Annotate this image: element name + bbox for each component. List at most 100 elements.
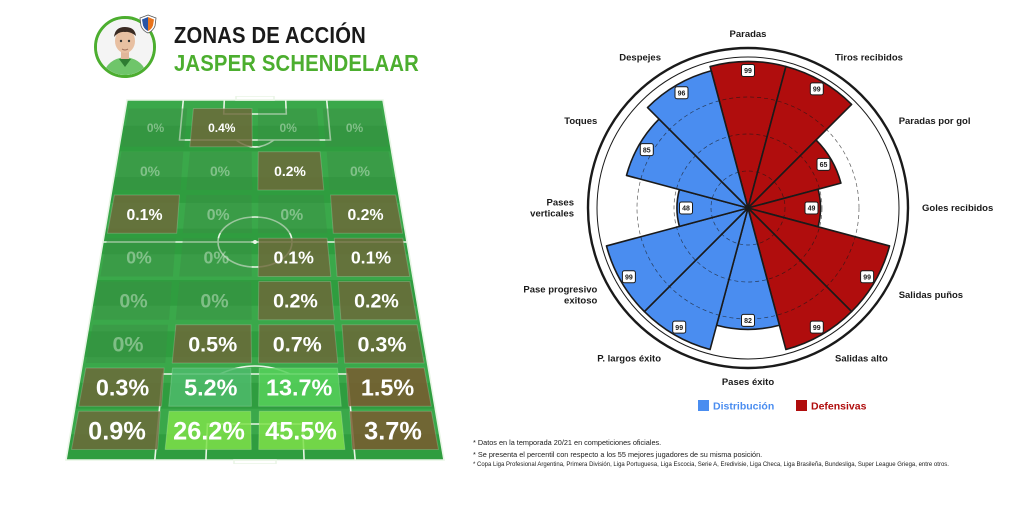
- zone-value-label: 0.1%: [351, 248, 392, 268]
- top-goal: [235, 96, 275, 101]
- zone-cell: [258, 195, 328, 234]
- zone-cell: [164, 410, 252, 450]
- zone-cell: [333, 237, 411, 277]
- percentile-badge: [672, 320, 687, 334]
- page-title: ZONAS DE ACCIÓN: [174, 22, 366, 48]
- zone-cell: [78, 367, 165, 407]
- zone-cell: [100, 238, 176, 277]
- zone-cell: [168, 367, 252, 407]
- top-goal-area: [222, 99, 288, 115]
- zone-cell: [349, 410, 439, 450]
- percentile-value: 82: [744, 318, 752, 325]
- percentile-badge: [804, 201, 819, 215]
- zone-cell: [258, 324, 339, 364]
- zone-cell: [257, 108, 321, 147]
- percentile-value: 99: [744, 68, 752, 75]
- zone-cell: [257, 151, 325, 191]
- zone-value-label: 0%: [112, 333, 143, 357]
- player-name: JASPER SCHENDELAAR: [174, 50, 419, 76]
- radar-bar: [747, 139, 842, 209]
- zone-cell: [258, 367, 342, 407]
- zone-cell: [189, 108, 253, 148]
- zone-cell: [258, 410, 346, 450]
- category-label: Tiros recibidos: [835, 52, 903, 63]
- header: ZONAS DE ACCIÓN JASPER SCHENDELAAR: [94, 14, 474, 86]
- pitch-stripe: [79, 357, 431, 383]
- pitch-stripe: [70, 408, 440, 435]
- category-label: Pase progresivo exitoso: [523, 285, 597, 307]
- zone-value-label: 0%: [210, 163, 230, 179]
- legend-label: Distribución: [713, 401, 774, 413]
- zone-value-label: 5.2%: [184, 375, 238, 401]
- zone-value-label: 0.2%: [273, 291, 318, 313]
- percentile-badge: [816, 157, 831, 171]
- percentile-value: 99: [813, 325, 821, 332]
- radar-bar: [646, 69, 749, 209]
- category-label: P. largos éxito: [597, 354, 661, 365]
- zone-value-label: 0%: [200, 291, 228, 313]
- zone-value-label: 0.9%: [88, 418, 146, 446]
- zone-value-label: 0.7%: [273, 333, 322, 357]
- zone-cell: [182, 195, 252, 234]
- zone-value-label: 0%: [207, 207, 230, 224]
- zone-value-label: 0%: [280, 207, 303, 224]
- zone-cell: [330, 194, 404, 234]
- zone-value-label: 1.5%: [361, 375, 415, 401]
- percentile-badge: [809, 320, 824, 334]
- radar-bar: [747, 207, 853, 351]
- zone-value-label: 0%: [280, 121, 298, 135]
- zone-value-label: 0.2%: [274, 163, 306, 179]
- zone-value-label: 45.5%: [265, 418, 337, 446]
- zone-value-label: 0%: [147, 121, 165, 135]
- zone-value-label: 0.2%: [354, 291, 399, 313]
- zone-cell: [179, 238, 252, 277]
- zone-cell: [341, 324, 425, 364]
- legend-swatch: [698, 400, 709, 411]
- legend-label: Defensivas: [811, 401, 867, 413]
- percentile-badge: [809, 82, 824, 96]
- zone-cell: [171, 324, 252, 364]
- zone-value-label: 0.1%: [126, 207, 162, 224]
- percentile-value: 48: [682, 206, 690, 213]
- zone-value-label: 3.7%: [364, 418, 422, 446]
- zone-value-label: 0.1%: [274, 248, 315, 268]
- percentile-value: 49: [808, 206, 816, 213]
- radar-bar: [605, 207, 749, 313]
- zone-value-label: 0%: [350, 163, 370, 179]
- zone-cell: [326, 151, 396, 190]
- zone-value-label: 0%: [346, 121, 364, 135]
- category-label: Paradas: [730, 29, 767, 40]
- zone-cell: [337, 281, 418, 321]
- percentile-badge: [639, 143, 654, 157]
- footnote-season: * Datos en la temporada 20/21 en competi…: [473, 438, 662, 447]
- zone-cell: [114, 151, 184, 190]
- pitch-stripe: [113, 151, 397, 178]
- zone-value-label: 0%: [204, 248, 230, 268]
- percentile-badge: [621, 270, 636, 284]
- category-label: Salidas alto: [835, 354, 888, 365]
- zone-cell: [71, 410, 161, 450]
- zone-value-label: 0.2%: [347, 207, 383, 224]
- radar-bar: [747, 65, 853, 209]
- radar-grid-ring: [636, 96, 860, 320]
- zone-cell: [121, 108, 188, 147]
- center-spot: [253, 240, 257, 244]
- legend-swatch: [796, 400, 807, 411]
- zone-cell: [93, 281, 172, 320]
- zone-value-label: 0.3%: [357, 333, 406, 357]
- zone-value-label: 0%: [126, 248, 152, 268]
- radar-grid-ring: [710, 170, 786, 246]
- action-zones-pitch: 0% 0.4% 0% 0% 0% 0% 0.2% 0% 0.1% 0% 0% 0.2% 0% 0% 0.1%…: [65, 96, 445, 464]
- category-label: Pases éxito: [722, 377, 774, 388]
- bottom-goal: [233, 459, 277, 464]
- zone-cell: [106, 194, 180, 234]
- percentile-badge: [741, 64, 755, 77]
- percentile-badge: [741, 313, 755, 327]
- percentile-badge: [679, 201, 693, 215]
- zone-cell: [186, 151, 253, 190]
- footnote-percentile: * Se presenta el percentil con respecto …: [473, 449, 763, 459]
- pitch-boundary: [65, 99, 445, 461]
- zone-value-label: 13.7%: [266, 375, 333, 401]
- zone-value-label: 0%: [140, 163, 160, 179]
- percentile-badge: [860, 270, 875, 284]
